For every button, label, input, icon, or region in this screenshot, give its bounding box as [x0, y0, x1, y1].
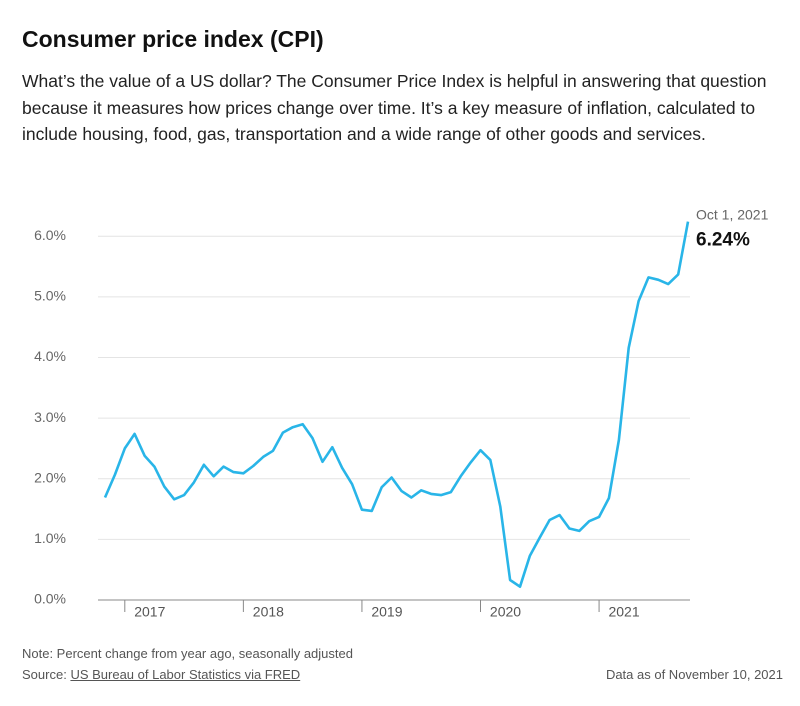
x-tick-label: 2021	[608, 604, 639, 620]
y-tick-label: 6.0%	[34, 227, 66, 243]
x-tick-label: 2017	[134, 604, 165, 620]
source: Source: US Bureau of Labor Statistics vi…	[22, 667, 300, 682]
x-tick-label: 2020	[490, 604, 521, 620]
note: Note: Percent change from year ago, seas…	[22, 646, 353, 661]
source-prefix: Source:	[22, 667, 67, 682]
y-tick-label: 5.0%	[34, 288, 66, 304]
y-tick-label: 4.0%	[34, 348, 66, 364]
data-date: Data as of November 10, 2021	[605, 667, 783, 682]
y-tick-label: 3.0%	[34, 409, 66, 425]
y-tick-label: 1.0%	[34, 530, 66, 546]
source-link[interactable]: US Bureau of Labor Statistics via FRED	[70, 667, 301, 682]
y-tick-label: 2.0%	[34, 469, 66, 485]
x-tick-label: 2019	[371, 604, 402, 620]
y-tick-label: 0.0%	[34, 591, 66, 607]
chart-title: Consumer price index (CPI)	[22, 26, 324, 52]
chart-subtitle: What’s the value of a US dollar? The Con…	[22, 71, 767, 144]
annotation-value: 6.24%	[696, 230, 750, 251]
annotation-date: Oct 1, 2021	[696, 206, 769, 222]
line	[103, 221, 690, 588]
x-tick-label: 2018	[253, 604, 284, 620]
